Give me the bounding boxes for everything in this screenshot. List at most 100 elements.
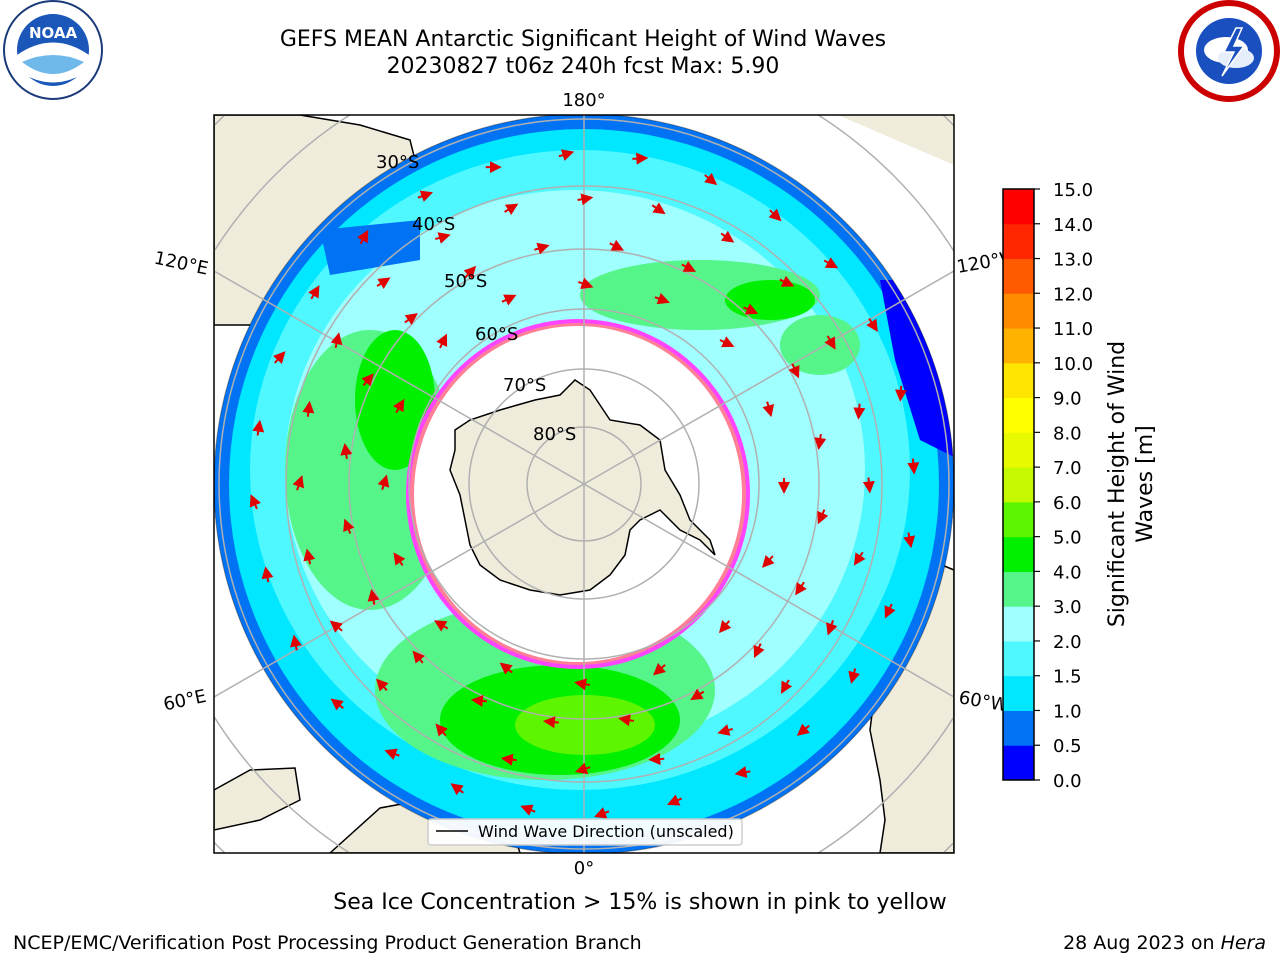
colorbar-label-line2: Waves [m] xyxy=(1133,425,1158,542)
colorbar-block xyxy=(1003,293,1034,329)
wave-direction-arrow xyxy=(393,398,405,414)
wave-direction-arrow xyxy=(470,694,487,707)
lon-label-180: 180° xyxy=(562,90,605,111)
colorbar-block xyxy=(1003,189,1034,225)
wave-direction-arrow xyxy=(652,662,666,676)
colorbar-tick-label: 12.0 xyxy=(1053,284,1093,305)
wave-direction-arrow xyxy=(376,277,391,289)
wave-direction-arrow xyxy=(520,804,536,816)
wave-direction-arrow xyxy=(594,807,610,819)
wave-direction-arrow xyxy=(907,458,920,475)
colorbar-blocks xyxy=(1003,189,1034,781)
colorbar-block xyxy=(1003,675,1034,711)
colorbar-block xyxy=(1003,710,1034,746)
colorbar-tick-label: 5.0 xyxy=(1053,528,1082,549)
wave-direction-arrow xyxy=(574,678,591,691)
map-title: GEFS MEAN Antarctic Significant Height o… xyxy=(279,27,887,52)
wave-direction-arrow xyxy=(577,193,594,206)
wave-direction-arrow xyxy=(578,277,594,289)
wave-direction-arrow xyxy=(435,723,448,737)
footer-branch: NCEP/EMC/Verification Post Processing Pr… xyxy=(13,932,642,954)
wave-direction-arrow xyxy=(329,620,343,633)
wave-direction-arrow xyxy=(534,242,550,255)
wave-direction-arrow xyxy=(404,313,418,326)
map-frame xyxy=(213,114,955,854)
wave-direction-arrow xyxy=(542,716,559,729)
wave-direction-arrow xyxy=(500,753,517,766)
wave-direction-arrow xyxy=(632,152,649,165)
colorbar-block xyxy=(1003,467,1034,503)
wave-direction-arrow xyxy=(417,190,434,202)
lat-label-80s: 80°S xyxy=(533,424,576,445)
wave-direction-arrow xyxy=(795,581,807,596)
wave-direction-arrow xyxy=(743,303,759,315)
colorbar-block xyxy=(1003,328,1034,364)
wave-direction-arrow xyxy=(826,620,838,636)
wave-direction-arrow xyxy=(667,794,683,806)
colorbar-block xyxy=(1003,745,1034,781)
wave-direction-arrow xyxy=(862,477,875,494)
colorbar-tick-label: 2.0 xyxy=(1053,632,1082,653)
colorbar-block xyxy=(1003,432,1034,468)
wave-direction-arrow xyxy=(290,634,302,651)
wave-direction-arrow xyxy=(853,551,866,566)
colorbar-block xyxy=(1003,571,1034,607)
wave-direction-arrow xyxy=(501,294,517,306)
wave-direction-arrow xyxy=(377,474,390,491)
sea-ice-caption: Sea Ice Concentration > 15% is shown in … xyxy=(333,890,947,915)
wave-direction-arrow xyxy=(367,588,380,605)
wave-direction-arrow xyxy=(779,275,795,287)
colorbar-tick-label: 0.5 xyxy=(1053,736,1082,757)
wave-direction-arrow xyxy=(780,679,793,694)
colorbar-block xyxy=(1003,501,1034,538)
wave-direction-arrow xyxy=(853,403,866,420)
wave-direction-arrow xyxy=(884,603,896,619)
colorbar-block xyxy=(1003,223,1034,260)
wave-direction-arrow xyxy=(252,419,265,436)
colorbar-tick-label: 8.0 xyxy=(1053,423,1082,444)
wave-direction-arrow xyxy=(435,232,451,244)
footer-date: 28 Aug 2023 on Hera xyxy=(1063,932,1266,954)
colorbar-tick-label: 9.0 xyxy=(1053,389,1082,410)
lat-label-30s: 30°S xyxy=(376,152,419,173)
wave-direction-arrow xyxy=(817,509,829,525)
wave-direction-arrow xyxy=(762,555,775,568)
wave-direction-arrow xyxy=(292,475,305,491)
wave-direction-arrow xyxy=(720,230,735,243)
nws-logo xyxy=(1178,0,1280,106)
wave-direction-arrow xyxy=(824,335,836,350)
wave-direction-arrow xyxy=(463,265,477,279)
colorbar-block xyxy=(1003,362,1034,399)
colorbar-tick-label: 4.0 xyxy=(1053,562,1082,583)
wave-direction-arrow xyxy=(558,149,575,161)
wave-direction-arrow xyxy=(734,766,751,778)
colorbar-block xyxy=(1003,258,1034,294)
colorbar-tick-label: 0.0 xyxy=(1053,771,1082,792)
wave-direction-arrow xyxy=(796,723,810,736)
colorbar-block xyxy=(1003,640,1034,677)
wave-direction-arrow xyxy=(357,229,369,245)
footer-machine: Hera xyxy=(1220,932,1266,954)
wave-direction-arrow xyxy=(618,714,635,727)
wave-direction-arrow xyxy=(436,333,448,349)
colorbar-tick-label: 14.0 xyxy=(1053,215,1093,236)
wave-direction-arrow xyxy=(654,292,670,305)
noaa-logo: NOAA xyxy=(2,0,104,106)
wave-direction-arrow xyxy=(361,373,374,387)
wave-direction-arrow xyxy=(768,208,782,222)
colorbar-tick-label: 3.0 xyxy=(1053,597,1082,618)
wave-direction-arrow xyxy=(848,668,860,684)
lon-label-0: 0° xyxy=(574,858,594,879)
wave-direction-arrow xyxy=(762,401,775,418)
ocean-field xyxy=(214,115,954,853)
wave-direction-arrow xyxy=(308,285,320,300)
colorbar-frame xyxy=(1002,188,1035,781)
latitude-labels: 30°S 40°S 50°S 60°S 70°S 80°S xyxy=(376,152,576,445)
map-subtitle: 20230827 t06z 240h fcst Max: 5.90 xyxy=(386,54,780,79)
wave-direction-arrow xyxy=(434,620,449,632)
wave-direction-arrow xyxy=(681,261,697,272)
footer-date-text: 28 Aug 2023 on xyxy=(1063,932,1215,954)
map-legend: Wind Wave Direction (unscaled) xyxy=(427,818,743,846)
